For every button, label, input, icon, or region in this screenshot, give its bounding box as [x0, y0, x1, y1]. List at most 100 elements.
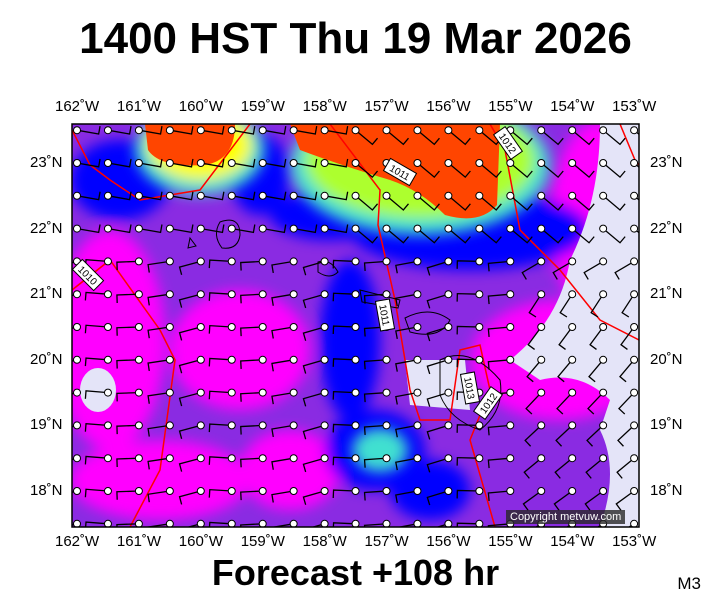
wind-barb	[620, 323, 639, 350]
wind-barb	[84, 323, 112, 334]
lon-label-bottom: 157˚W	[364, 533, 409, 550]
wind-barb	[147, 519, 174, 527]
wind-barb	[332, 454, 360, 466]
wind-barb	[363, 519, 391, 527]
wind-barb	[599, 191, 626, 211]
wind-barb	[426, 257, 453, 276]
wind-barb	[413, 126, 440, 146]
wind-barb	[227, 158, 256, 168]
wind-barb	[302, 487, 329, 505]
wind-barb	[558, 323, 577, 350]
wind-barb	[599, 159, 626, 179]
wind-barb	[271, 323, 298, 339]
wind-barb	[103, 191, 132, 201]
forecast-hour: Forecast +108 hr	[211, 552, 500, 593]
wind-barb	[116, 355, 143, 369]
wind-barb	[630, 191, 639, 201]
wind-barb	[240, 290, 267, 304]
wind-barb	[599, 126, 626, 146]
wind-barb	[311, 519, 329, 527]
wind-barb	[487, 487, 515, 501]
wind-barb	[178, 388, 205, 407]
wind-barb	[555, 421, 577, 447]
wind-barb	[557, 355, 577, 383]
wind-barb	[426, 355, 453, 375]
isobar-label: 1011	[374, 298, 396, 332]
wind-barb	[413, 224, 440, 244]
map-title: 1400 HST Thu 19 Mar 2026	[79, 14, 632, 63]
wind-barb	[426, 454, 453, 473]
wind-barb	[84, 290, 112, 301]
wind-barb	[487, 257, 515, 272]
wind-barb	[289, 158, 318, 168]
wind-barb	[289, 224, 318, 234]
wind-barb	[302, 388, 329, 407]
wind-barb	[72, 421, 81, 430]
wind-barb	[456, 290, 484, 302]
wind-barb	[134, 191, 163, 201]
lon-label-bottom: 155˚W	[488, 533, 533, 550]
wind-barb	[147, 257, 174, 273]
wind-barb	[116, 454, 143, 467]
wind-barb	[586, 421, 608, 447]
wind-barb	[413, 159, 440, 179]
wind-barb	[332, 519, 360, 527]
wind-barb	[426, 290, 453, 309]
wind-barb	[395, 454, 422, 471]
lat-label-right: 22˚N	[650, 219, 683, 237]
lat-label-right: 23˚N	[650, 154, 683, 171]
lon-label-top: 155˚W	[488, 98, 533, 115]
wind-barb	[618, 388, 639, 415]
lon-label-bottom: 160˚W	[178, 533, 223, 550]
wind-barb	[568, 224, 595, 244]
wind-barb	[147, 454, 174, 470]
wind-barb	[616, 454, 639, 479]
wind-barb	[240, 355, 267, 369]
wind-barb	[240, 257, 267, 271]
wind-barb	[456, 519, 484, 527]
wind-barb	[208, 355, 236, 367]
lon-label-bottom: 156˚W	[426, 533, 471, 550]
wind-barb	[73, 126, 101, 135]
wind-barb	[630, 126, 639, 136]
wind-barb	[487, 355, 515, 370]
wind-barb	[240, 421, 267, 435]
wind-barb	[72, 519, 81, 527]
wind-barb	[521, 257, 546, 280]
wind-barb	[178, 454, 205, 472]
wind-barb	[351, 126, 379, 146]
lat-label-left: 22˚N	[30, 219, 63, 237]
wind-barb	[487, 421, 515, 436]
wind-barb	[456, 257, 484, 269]
wind-barb	[630, 159, 639, 168]
wind-barb	[165, 191, 194, 201]
wind-barb	[396, 519, 422, 527]
wind-barb	[525, 388, 546, 415]
svg-text:1011: 1011	[376, 304, 391, 328]
wind-barb	[73, 224, 101, 234]
lat-label-left: 21˚N	[30, 285, 63, 303]
wind-barb	[588, 355, 608, 383]
wind-barb	[84, 355, 112, 367]
wind-barb	[73, 158, 101, 168]
svg-text:1013: 1013	[461, 376, 476, 400]
wind-barb	[208, 388, 236, 400]
wind-barb	[617, 421, 639, 447]
wind-barb	[178, 355, 205, 374]
wind-barb	[487, 454, 515, 469]
wind-barb	[289, 126, 318, 135]
wind-barb	[523, 454, 546, 479]
wind-barb	[351, 191, 379, 211]
wind-barb	[134, 158, 163, 168]
wind-barb	[84, 519, 112, 527]
wind-barb	[178, 290, 205, 308]
wind-barb	[363, 257, 391, 271]
lat-label-left: 19˚N	[30, 416, 63, 434]
wind-barb	[351, 224, 379, 244]
wind-barb	[196, 191, 225, 201]
wind-barb	[271, 519, 298, 527]
lat-label-right: 18˚N	[650, 482, 683, 499]
wind-barb	[271, 487, 298, 503]
